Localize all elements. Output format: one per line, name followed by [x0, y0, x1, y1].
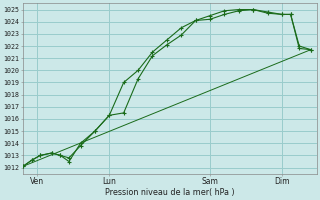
- X-axis label: Pression niveau de la mer( hPa ): Pression niveau de la mer( hPa ): [105, 188, 235, 197]
